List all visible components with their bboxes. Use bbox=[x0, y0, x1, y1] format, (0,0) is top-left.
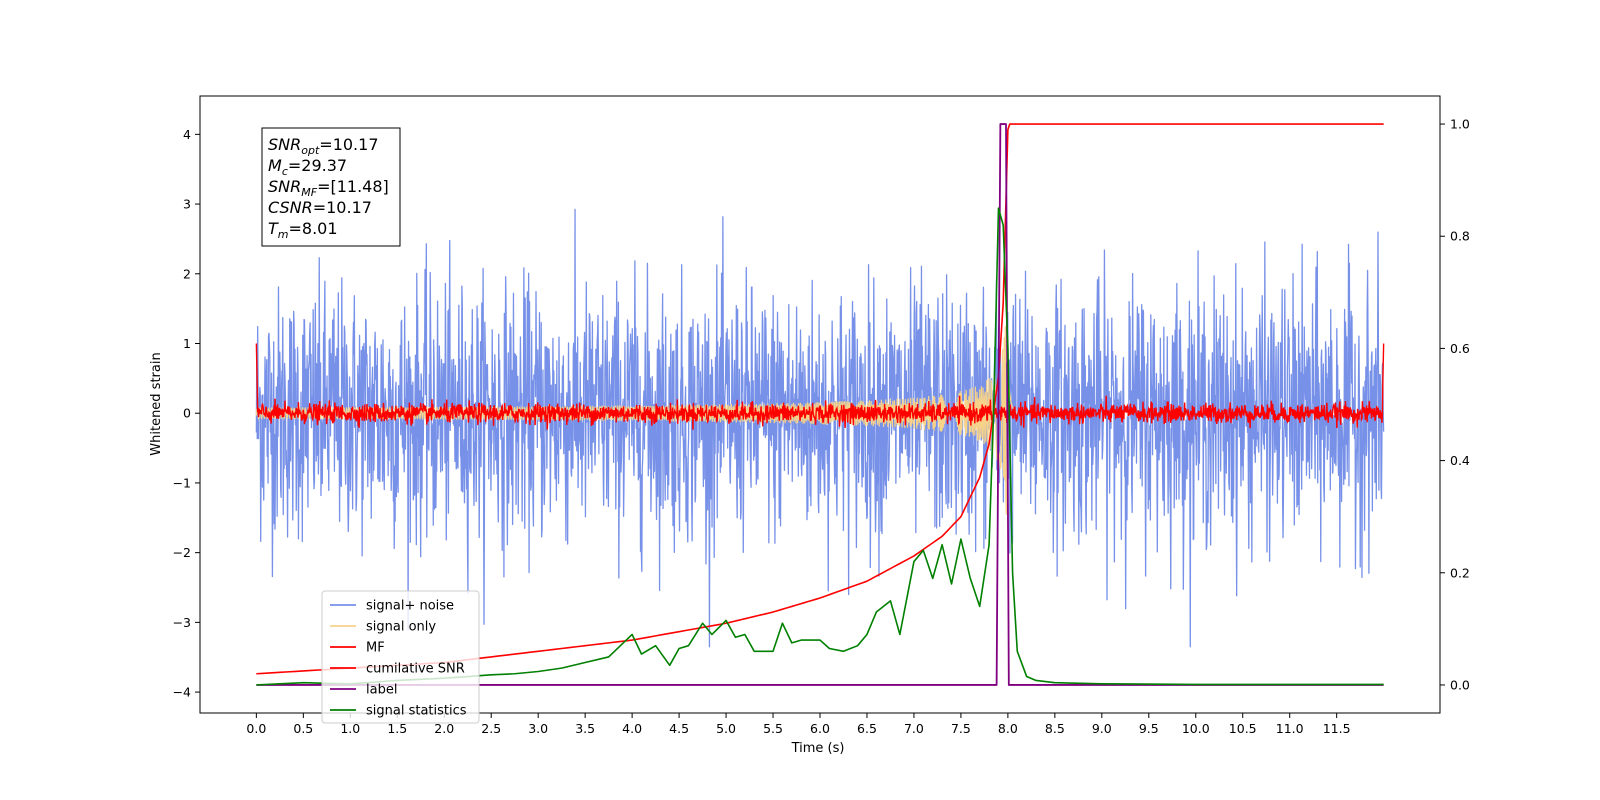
annotation-subscript: c bbox=[282, 165, 288, 178]
y-tick-label: −1 bbox=[173, 475, 191, 490]
y-tick-label: −3 bbox=[173, 615, 191, 630]
series-signal-statistics-line bbox=[256, 207, 1384, 686]
x-axis: 0.0 0.5 1.0 1.5 2.0 2.5 3.0 3.5 4.0 4.5 5.0 5.5 6.0 6… bbox=[246, 713, 1351, 736]
x-tick-label: 5.5 bbox=[763, 721, 783, 736]
stats-annotation-box: SNRopt=10.17Mc=29.37SNRMF=[11.48]CSNR=10… bbox=[261, 127, 401, 247]
series-mf-line bbox=[255, 343, 1385, 430]
x-tick-label: 10.5 bbox=[1229, 721, 1257, 736]
x-tick-label: 0.5 bbox=[293, 721, 313, 736]
annotation-value: =10.17 bbox=[313, 198, 372, 217]
x-tick-label: 7.5 bbox=[951, 721, 971, 736]
y2-tick-label: 0.2 bbox=[1450, 565, 1470, 580]
y-axis-right: 0.0 0.2 0.4 0.6 0.8 1.0 bbox=[1440, 117, 1470, 692]
legend-entry-label: signal statistics bbox=[366, 704, 467, 719]
x-tick-label: 11.0 bbox=[1276, 721, 1304, 736]
annotation-frame bbox=[261, 127, 401, 247]
y-axis-label: Whitened strain bbox=[149, 352, 164, 455]
x-tick-label: 7.0 bbox=[904, 721, 924, 736]
annotation-line: Tm=8.01 bbox=[268, 219, 338, 241]
annotation-subscript: opt bbox=[301, 144, 320, 157]
series-label-line bbox=[256, 123, 1384, 686]
x-tick-label: 1.0 bbox=[340, 721, 360, 736]
x-tick-label: 6.0 bbox=[810, 721, 830, 736]
x-tick-label: 9.5 bbox=[1139, 721, 1159, 736]
y-tick-label: −4 bbox=[173, 685, 191, 700]
y-tick-label: 1 bbox=[183, 336, 191, 351]
annotation-line: Mc=29.37 bbox=[268, 156, 347, 178]
x-tick-label: 9.0 bbox=[1092, 721, 1112, 736]
series-layer bbox=[255, 123, 1385, 686]
x-tick-label: 2.0 bbox=[434, 721, 454, 736]
y2-tick-label: 1.0 bbox=[1450, 117, 1470, 132]
annotation-subscript: MF bbox=[301, 186, 317, 199]
y2-tick-label: 0.4 bbox=[1450, 453, 1470, 468]
x-tick-label: 3.0 bbox=[528, 721, 548, 736]
annotation-symbol: T bbox=[268, 219, 279, 238]
legend-entry-label: cumilative SNR bbox=[366, 662, 465, 677]
legend-frame bbox=[321, 590, 480, 724]
y-axis-left: −4 −3 −2 −1 0 1 2 3 4 bbox=[173, 127, 200, 700]
x-tick-label: 4.0 bbox=[622, 721, 642, 736]
series-cumulative-snr-line bbox=[256, 123, 1384, 675]
x-tick-label: 8.0 bbox=[998, 721, 1018, 736]
y2-tick-label: 0.6 bbox=[1450, 341, 1470, 356]
x-tick-label: 0.0 bbox=[246, 721, 266, 736]
y-tick-label: 2 bbox=[183, 266, 191, 281]
x-tick-label: 11.5 bbox=[1323, 721, 1351, 736]
y-tick-label: 4 bbox=[183, 127, 191, 142]
annotation-line: SNRMF=[11.48] bbox=[268, 177, 389, 199]
x-tick-label: 8.5 bbox=[1045, 721, 1065, 736]
series-signal-noise-line bbox=[255, 208, 1385, 648]
legend-entry-label: MF bbox=[366, 641, 385, 656]
annotation-symbol: M bbox=[268, 156, 282, 175]
annotation-value: =29.37 bbox=[288, 156, 347, 175]
y-tick-label: 0 bbox=[183, 406, 191, 421]
annotation-symbol: CSNR bbox=[268, 198, 313, 217]
annotation-line: CSNR=10.17 bbox=[268, 198, 372, 217]
y2-tick-label: 0.0 bbox=[1450, 677, 1470, 692]
legend: signal+ noise signal only MF cumilative SNR… bbox=[321, 590, 480, 724]
y2-tick-label: 0.8 bbox=[1450, 229, 1470, 244]
legend-entry-label: signal only bbox=[366, 620, 436, 635]
x-tick-label: 10.0 bbox=[1182, 721, 1210, 736]
x-tick-label: 5.0 bbox=[716, 721, 736, 736]
y-tick-label: −2 bbox=[173, 545, 191, 560]
legend-entry-label: signal+ noise bbox=[366, 599, 454, 614]
legend-entry-label: label bbox=[366, 683, 397, 698]
x-tick-label: 3.5 bbox=[575, 721, 595, 736]
annotation-value: =8.01 bbox=[289, 219, 338, 238]
x-tick-label: 4.5 bbox=[669, 721, 689, 736]
annotation-line: SNRopt=10.17 bbox=[268, 135, 379, 157]
x-tick-label: 2.5 bbox=[481, 721, 501, 736]
annotation-symbol: SNR bbox=[268, 135, 301, 154]
y-tick-label: 3 bbox=[183, 197, 191, 212]
annotation-value: =10.17 bbox=[319, 135, 378, 154]
annotation-subscript: m bbox=[278, 228, 289, 241]
annotation-value: =[11.48] bbox=[317, 177, 389, 196]
x-axis-label: Time (s) bbox=[791, 741, 845, 756]
x-tick-label: 1.5 bbox=[387, 721, 407, 736]
x-tick-label: 6.5 bbox=[857, 721, 877, 736]
annotation-symbol: SNR bbox=[268, 177, 301, 196]
